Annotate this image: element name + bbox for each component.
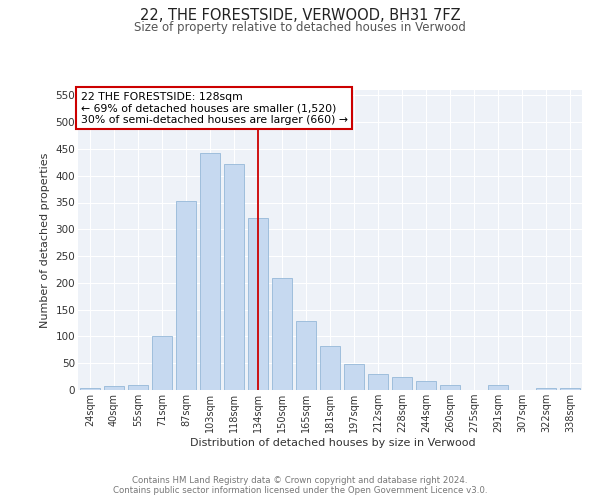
Text: 22 THE FORESTSIDE: 128sqm
← 69% of detached houses are smaller (1,520)
30% of se: 22 THE FORESTSIDE: 128sqm ← 69% of detac… (80, 92, 347, 124)
Bar (440, 384, 460, 390)
Bar (176, 201, 196, 390)
Bar (296, 322, 316, 390)
Bar (488, 384, 508, 390)
Y-axis label: Number of detached properties: Number of detached properties (40, 152, 50, 328)
Bar (560, 388, 580, 390)
Bar (152, 336, 172, 390)
Bar (344, 364, 364, 390)
Bar (224, 164, 244, 390)
Text: Contains HM Land Registry data © Crown copyright and database right 2024.: Contains HM Land Registry data © Crown c… (132, 476, 468, 485)
Bar (200, 152, 220, 390)
Text: Size of property relative to detached houses in Verwood: Size of property relative to detached ho… (134, 21, 466, 34)
Text: Contains public sector information licensed under the Open Government Licence v3: Contains public sector information licen… (113, 486, 487, 495)
Bar (416, 381, 436, 390)
Text: 22, THE FORESTSIDE, VERWOOD, BH31 7FZ: 22, THE FORESTSIDE, VERWOOD, BH31 7FZ (140, 8, 460, 22)
Bar (320, 346, 340, 390)
Bar (128, 384, 148, 390)
Text: Distribution of detached houses by size in Verwood: Distribution of detached houses by size … (190, 438, 476, 448)
Bar (392, 377, 412, 390)
Bar (80, 388, 100, 390)
Bar (248, 218, 268, 390)
Bar (368, 374, 388, 390)
Bar (104, 386, 124, 390)
Bar (272, 278, 292, 390)
Bar (536, 388, 556, 390)
